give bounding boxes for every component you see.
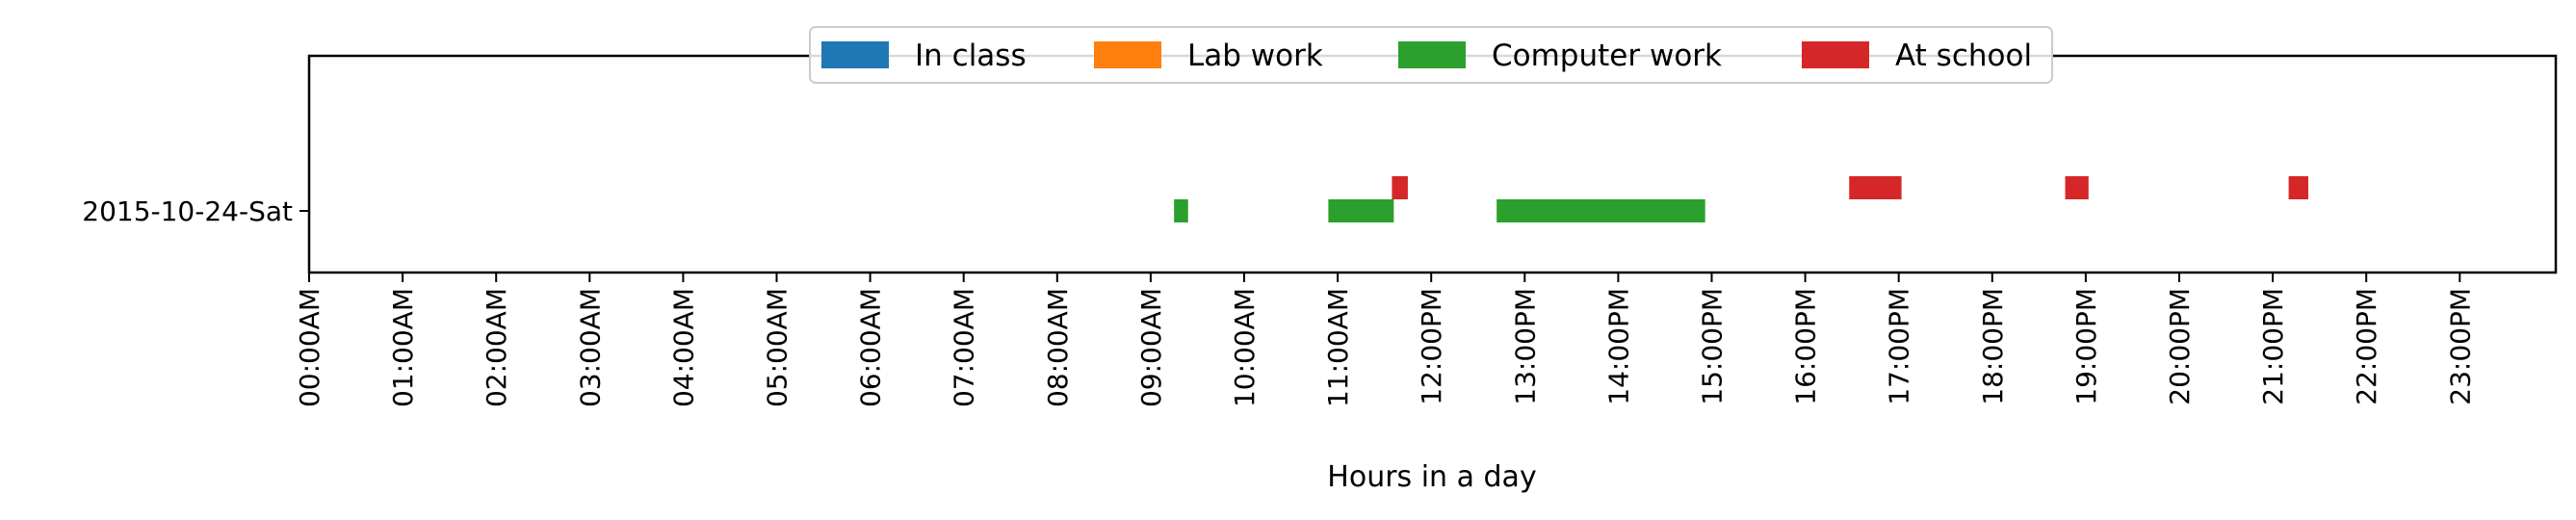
x-tick-label: 12:00PM (1416, 288, 1447, 405)
y-tick-label: 2015-10-24-Sat (82, 195, 293, 227)
x-tick-label: 01:00AM (387, 288, 419, 407)
x-tick-label: 00:00AM (294, 288, 325, 407)
x-tick-label: 06:00AM (855, 288, 887, 407)
x-tick-label: 09:00AM (1135, 288, 1167, 407)
x-tick-label: 14:00PM (1602, 288, 1634, 405)
bar-at-school-3 (2288, 176, 2308, 199)
x-tick-label: 07:00AM (949, 288, 980, 407)
bar-at-school-0 (1392, 176, 1408, 199)
x-tick-label: 18:00PM (1977, 288, 2009, 405)
legend: In class Lab work Computer work At school (809, 26, 2053, 84)
x-tick-label: 19:00PM (2070, 288, 2102, 405)
legend-swatch (1802, 41, 1869, 68)
x-tick-label: 10:00AM (1229, 288, 1261, 407)
x-axis-title: Hours in a day (1327, 460, 1536, 494)
x-tick-label: 11:00AM (1322, 288, 1354, 407)
x-tick-label: 22:00PM (2351, 288, 2382, 405)
bar-at-school-2 (2065, 176, 2089, 199)
bar-at-school-1 (1849, 176, 1902, 199)
legend-label: Computer work (1492, 39, 1722, 73)
bars-layer (1174, 176, 2308, 222)
x-tick-label: 23:00PM (2444, 288, 2476, 405)
x-tick-label: 15:00PM (1697, 288, 1729, 405)
x-tick-label: 13:00PM (1509, 288, 1541, 405)
x-tick-label: 02:00AM (481, 288, 512, 407)
legend-swatch (821, 41, 889, 68)
legend-label: Lab work (1187, 39, 1323, 73)
legend-label: In class (915, 39, 1027, 73)
x-axis: 00:00AM 01:00AM 02:00AM 03:00AM 04:00AM 05:00… (294, 273, 2476, 407)
x-tick-label: 17:00PM (1884, 288, 1915, 405)
bar-computer-work-1 (1328, 199, 1394, 222)
x-tick-label: 04:00AM (667, 288, 699, 407)
legend-swatch (1094, 41, 1161, 68)
legend-swatch (1398, 41, 1466, 68)
y-axis: 2015-10-24-Sat (82, 195, 309, 227)
plot-frame (307, 54, 2558, 274)
bar-computer-work-0 (1174, 199, 1188, 222)
x-tick-label: 16:00PM (1790, 288, 1822, 405)
x-tick-label: 21:00PM (2257, 288, 2289, 405)
x-tick-label: 05:00AM (762, 288, 794, 407)
bar-computer-work-2 (1496, 199, 1705, 222)
x-tick-label: 08:00AM (1042, 288, 1074, 407)
legend-label: At school (1895, 39, 2032, 73)
x-tick-label: 03:00AM (574, 288, 606, 407)
x-tick-label: 20:00PM (2164, 288, 2196, 405)
